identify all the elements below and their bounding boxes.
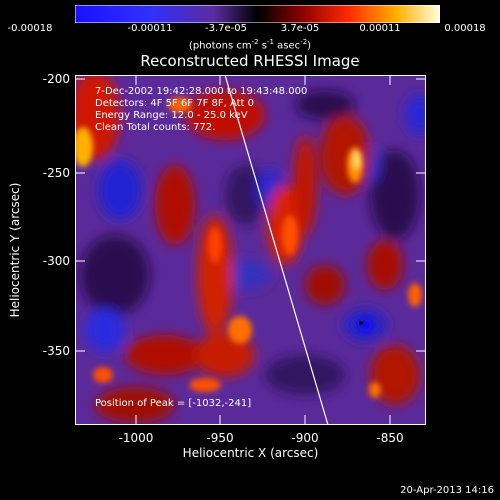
time-range-text: 7-Dec-2002 19:42:28.000 to 19:43:48.000 [95, 86, 308, 97]
y-axis-label: Heliocentric Y (arcsec) [8, 182, 22, 318]
colorbar-tick: -0.00011 [127, 23, 173, 34]
colorbar-tick: 3.7e-05 [280, 23, 320, 34]
image-title: Reconstructed RHESSI Image [140, 52, 360, 70]
energy-range-text: Energy Range: 12.0 - 25.0 keV [95, 110, 248, 121]
x-tick-label: -900 [291, 431, 319, 445]
colorbar-tick: 0.00018 [444, 23, 486, 34]
rhessi-image [75, 75, 426, 425]
axis-ticks [75, 75, 426, 425]
colorbar-ticks: -0.00018 -0.00011 -3.7e-05 3.7e-05 0.000… [0, 23, 500, 35]
solar-limb-line [224, 75, 329, 425]
y-tick-label: -200 [42, 72, 70, 86]
y-tick-label: -350 [42, 344, 70, 358]
x-axis-label: Heliocentric X (arcsec) [182, 446, 319, 460]
colorbar-tick: -3.7e-05 [205, 23, 247, 34]
colorbar-tick: -0.00018 [7, 23, 53, 34]
x-tick-label: -850 [376, 431, 404, 445]
rhessi-image-map [75, 75, 426, 425]
clean-counts-text: Clean Total counts: 772. [95, 122, 216, 133]
y-tick-label: -300 [42, 254, 70, 268]
peak-position-text: Position of Peak = [-1032,-241] [95, 398, 252, 409]
detectors-text: Detectors: 4F 5F 6F 7F 8F, Att 0 [95, 98, 255, 109]
x-tick-label: -950 [206, 431, 234, 445]
colorbar-gradient [74, 4, 441, 24]
x-tick-label: -1000 [118, 431, 154, 445]
timestamp-footer: 20-Apr-2013 14:16 [400, 485, 494, 496]
y-tick-label: -250 [42, 166, 70, 180]
colorbar-units: (photons cm-2 s-1 asec-2) [188, 38, 312, 52]
colorbar [74, 4, 441, 24]
colorbar-tick: 0.00011 [359, 23, 401, 34]
